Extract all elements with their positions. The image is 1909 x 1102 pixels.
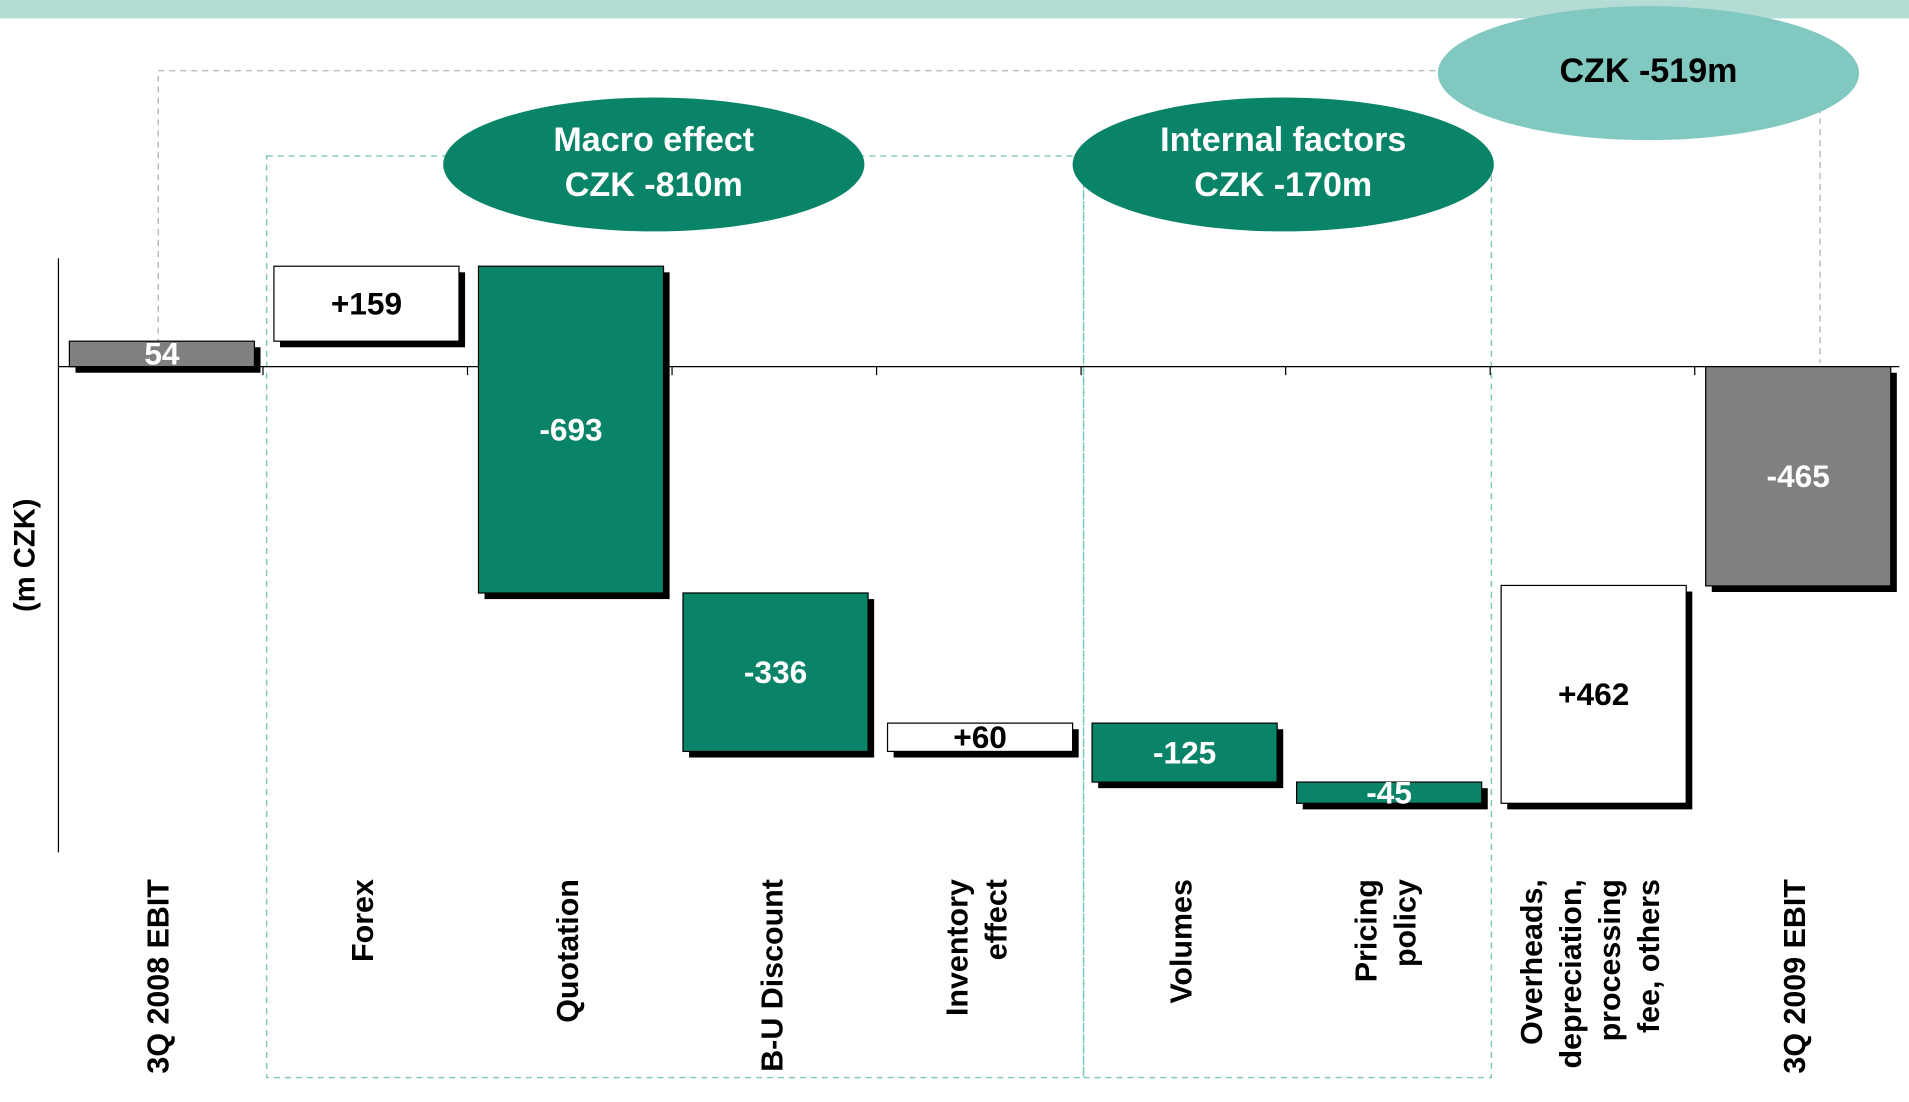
- x-tick-label: Forex: [346, 879, 380, 962]
- y-axis-label: (m CZK): [10, 498, 42, 612]
- annotation-bubble: [443, 97, 865, 232]
- value-label: 54: [144, 336, 180, 372]
- x-tick-label: Overheads, depreciation, processing fee, ot…: [1515, 879, 1666, 1068]
- x-tick-label: Inventory effect: [940, 879, 1013, 1016]
- annotation-bubble: [1072, 97, 1494, 232]
- bar: [1296, 781, 1483, 804]
- bar: [477, 265, 665, 594]
- value-label: +60: [953, 719, 1007, 755]
- value-label: +462: [1558, 676, 1629, 712]
- overall-frame: [157, 69, 1821, 363]
- bar: [886, 722, 1074, 753]
- bar: [273, 265, 460, 342]
- annotation-bubble: [1437, 6, 1860, 141]
- value-label: -45: [1366, 774, 1412, 810]
- x-tick-label: Volumes: [1164, 879, 1198, 1004]
- bar: [1091, 722, 1278, 783]
- x-tick-label: B-U Discount: [755, 879, 789, 1072]
- bar: [1500, 584, 1687, 804]
- top-band: [0, 0, 1909, 19]
- value-label: -465: [1767, 458, 1830, 494]
- internal-frame: [1082, 155, 1493, 1079]
- bar: [682, 592, 869, 753]
- bar: [68, 340, 256, 368]
- value-label: -336: [744, 654, 807, 690]
- x-tick-label: Pricing policy: [1349, 879, 1422, 982]
- value-label: -125: [1153, 734, 1216, 770]
- value-label: -693: [539, 411, 602, 447]
- bar: [1705, 366, 1892, 587]
- x-tick-label: 3Q 2008 EBIT: [142, 879, 176, 1074]
- annotation-text: Macro effect CZK -810m: [553, 121, 754, 204]
- value-label: +159: [331, 285, 402, 321]
- annotation-text: Internal factors CZK -170m: [1160, 121, 1406, 204]
- x-tick-label: Quotation: [551, 879, 585, 1023]
- annotation-text: CZK -519m: [1559, 52, 1737, 90]
- x-tick-label: 3Q 2009 EBIT: [1778, 879, 1812, 1074]
